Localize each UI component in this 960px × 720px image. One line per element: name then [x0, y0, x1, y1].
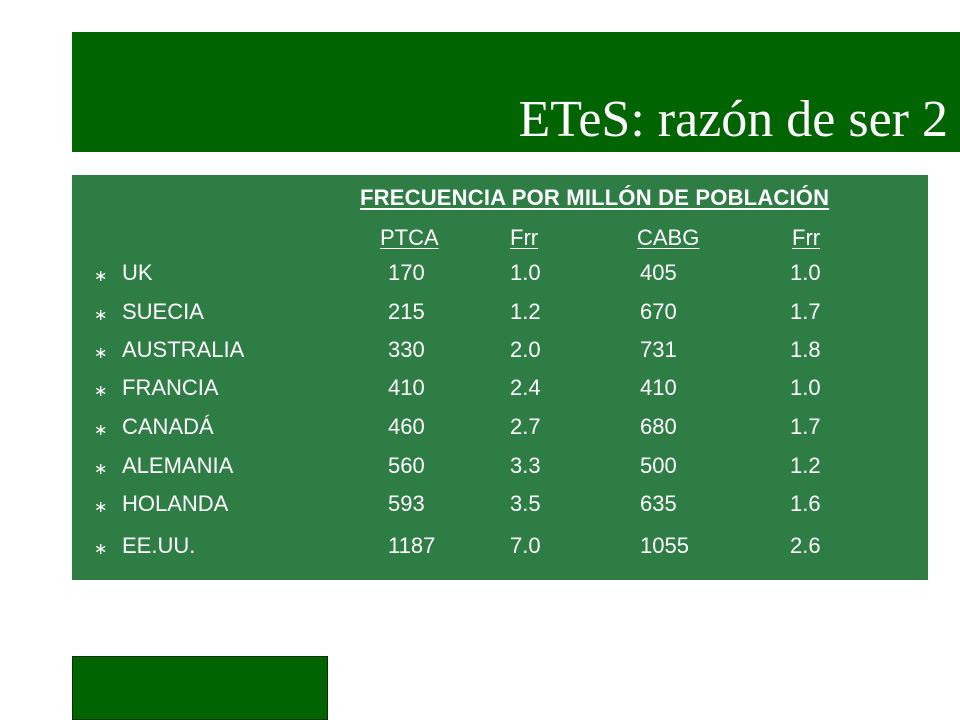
column-header-ptca: PTCA — [380, 225, 439, 250]
country-cell: CANADÁ — [122, 414, 214, 439]
frr-cabg-cell: 1.6 — [790, 491, 821, 516]
bullet-icon: ∗ — [94, 345, 108, 362]
bullet-icon: ∗ — [94, 499, 108, 516]
frr-ptca-cell: 1.0 — [510, 260, 541, 285]
slide-title: ETeS: razón de ser 2 — [518, 91, 948, 148]
table-row: ∗ AUSTRALIA 330 2.0 731 1.8 — [72, 337, 928, 371]
ptca-cell: 460 — [388, 414, 425, 439]
cabg-cell: 680 — [640, 414, 677, 439]
ptca-cell: 560 — [388, 453, 425, 478]
country-cell: ALEMANIA — [122, 453, 234, 478]
ptca-cell: 1187 — [388, 533, 436, 558]
column-header-frr-ptca: Frr — [510, 225, 539, 250]
column-header-frr-cabg: Frr — [792, 225, 821, 250]
table-row: ∗ CANADÁ 460 2.7 680 1.7 — [72, 414, 928, 448]
cabg-cell: 405 — [640, 260, 677, 285]
cabg-cell: 635 — [640, 491, 677, 516]
frr-cabg-cell: 1.0 — [790, 375, 821, 400]
column-header-cabg: CABG — [637, 225, 700, 250]
frr-ptca-cell: 7.0 — [510, 533, 541, 558]
table-row: ∗ FRANCIA 410 2.4 410 1.0 — [72, 375, 928, 409]
bullet-icon: ∗ — [94, 268, 108, 285]
ptca-cell: 330 — [388, 337, 425, 362]
cabg-cell: 731 — [640, 337, 677, 362]
frr-cabg-cell: 1.2 — [790, 453, 821, 478]
table-row: ∗ UK 170 1.0 405 1.0 — [72, 260, 928, 294]
ptca-cell: 593 — [388, 491, 425, 516]
frr-ptca-cell: 1.2 — [510, 299, 541, 324]
ptca-cell: 215 — [388, 299, 425, 324]
cabg-cell: 410 — [640, 375, 677, 400]
cabg-cell: 670 — [640, 299, 677, 324]
table-heading: FRECUENCIA POR MILLÓN DE POBLACIÓN — [360, 185, 830, 210]
frr-ptca-cell: 2.0 — [510, 337, 541, 362]
country-cell: HOLANDA — [122, 491, 229, 516]
frr-ptca-cell: 2.4 — [510, 375, 541, 400]
table-row: ∗ SUECIA 215 1.2 670 1.7 — [72, 299, 928, 333]
frr-cabg-cell: 1.8 — [790, 337, 821, 362]
bullet-icon: ∗ — [94, 383, 108, 400]
table-row: ∗ HOLANDA 593 3.5 635 1.6 — [72, 491, 928, 525]
bullet-icon: ∗ — [94, 307, 108, 324]
frr-cabg-cell: 1.7 — [790, 414, 821, 439]
ptca-cell: 170 — [388, 260, 425, 285]
country-cell: SUECIA — [122, 299, 204, 324]
bullet-icon: ∗ — [94, 461, 108, 478]
table-row: ∗ ALEMANIA 560 3.3 500 1.2 — [72, 453, 928, 487]
frr-ptca-cell: 2.7 — [510, 414, 541, 439]
ptca-cell: 410 — [388, 375, 425, 400]
country-cell: EE.UU. — [122, 533, 196, 558]
cabg-cell: 500 — [640, 453, 677, 478]
bullet-icon: ∗ — [94, 541, 108, 558]
footer-box — [72, 656, 328, 720]
frr-ptca-cell: 3.3 — [510, 453, 541, 478]
country-cell: FRANCIA — [122, 375, 219, 400]
frequency-table: FRECUENCIA POR MILLÓN DE POBLACIÓN PTCA … — [72, 175, 928, 580]
title-bar: ETeS: razón de ser 2 — [72, 32, 960, 152]
frr-cabg-cell: 1.0 — [790, 260, 821, 285]
country-cell: UK — [122, 260, 153, 285]
frr-ptca-cell: 3.5 — [510, 491, 541, 516]
frr-cabg-cell: 2.6 — [790, 533, 821, 558]
bullet-icon: ∗ — [94, 422, 108, 439]
table-row: ∗ EE.UU. 1187 7.0 1055 2.6 — [72, 533, 928, 567]
country-cell: AUSTRALIA — [122, 337, 245, 362]
frr-cabg-cell: 1.7 — [790, 299, 821, 324]
cabg-cell: 1055 — [640, 533, 689, 558]
